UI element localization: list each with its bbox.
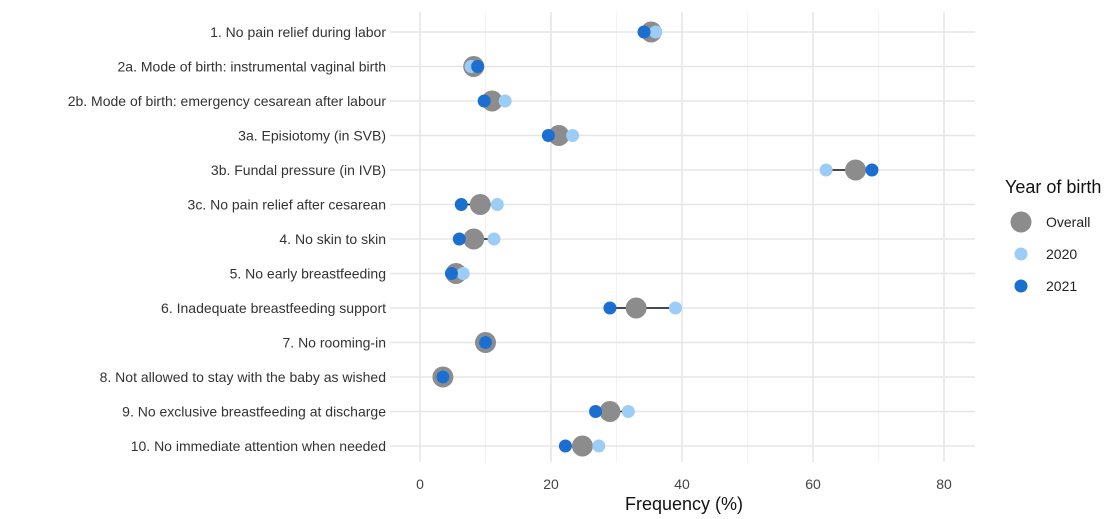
legend: Year of birth Overall 2020 2021 — [1005, 177, 1101, 294]
point-overall — [469, 194, 491, 215]
category-label: 3a. Episiotomy (in SVB) — [238, 128, 386, 144]
legend-key-2020 — [1014, 247, 1028, 261]
data-points — [432, 21, 879, 457]
point-2021 — [471, 60, 485, 73]
x-tick-label: 40 — [674, 476, 690, 492]
point-2021 — [452, 232, 466, 246]
point-2021 — [637, 25, 651, 39]
category-label: 5. No early breastfeeding — [230, 266, 386, 282]
point-2021 — [436, 370, 450, 384]
point-2020 — [649, 25, 663, 39]
point-2021 — [589, 405, 603, 418]
category-label: 4. No skin to skin — [279, 231, 386, 247]
point-2021 — [444, 267, 458, 280]
point-2021 — [479, 336, 492, 349]
point-2020 — [490, 198, 504, 211]
point-2020 — [456, 267, 470, 280]
category-label: 6. Inadequate breastfeeding support — [161, 300, 386, 316]
category-label: 1. No pain relief during labor — [210, 24, 386, 40]
x-tick-label: 80 — [936, 476, 952, 492]
category-labels: 1. No pain relief during labor 2a. Mode o… — [68, 24, 387, 454]
category-label: 2b. Mode of birth: emergency cesarean af… — [68, 93, 387, 109]
point-2021 — [865, 163, 879, 177]
point-2020 — [668, 301, 682, 315]
point-2021 — [603, 301, 617, 315]
legend-key-overall — [1010, 211, 1032, 233]
point-2020 — [592, 439, 606, 453]
point-2020 — [566, 129, 580, 142]
point-2021 — [454, 198, 468, 211]
x-tick-label: 60 — [805, 476, 821, 492]
x-axis-title: Frequency (%) — [625, 494, 743, 514]
category-label: 10. No immediate attention when needed — [131, 438, 386, 454]
point-overall — [625, 297, 647, 319]
category-label: 9. No exclusive breastfeeding at dischar… — [122, 404, 386, 420]
point-overall — [571, 435, 593, 457]
point-2020 — [621, 405, 635, 418]
x-tick-label: 20 — [543, 476, 559, 492]
category-label: 2a. Mode of birth: instrumental vaginal … — [118, 59, 386, 75]
point-overall — [845, 159, 867, 181]
legend-key-2021 — [1014, 279, 1028, 293]
x-axis-tick-labels: 0 20 40 60 80 — [416, 476, 952, 492]
point-2020 — [487, 232, 501, 246]
point-overall — [548, 125, 570, 146]
point-2020 — [819, 163, 833, 177]
point-2021 — [541, 129, 555, 142]
category-label: 7. No rooming-in — [283, 335, 387, 351]
point-overall — [463, 228, 485, 250]
point-overall — [599, 401, 621, 422]
point-2021 — [558, 439, 572, 453]
legend-title: Year of birth — [1005, 177, 1101, 197]
legend-label: 2020 — [1046, 246, 1077, 262]
category-label: 3c. No pain relief after cesarean — [188, 197, 386, 213]
legend-label: Overall — [1046, 214, 1090, 230]
category-label: 3b. Fundal pressure (in IVB) — [211, 162, 386, 178]
point-2021 — [477, 94, 491, 108]
category-label: 8. Not allowed to stay with the baby as … — [100, 369, 386, 385]
point-2020 — [498, 94, 512, 108]
legend-label: 2021 — [1046, 278, 1077, 294]
x-tick-label: 0 — [416, 476, 424, 492]
